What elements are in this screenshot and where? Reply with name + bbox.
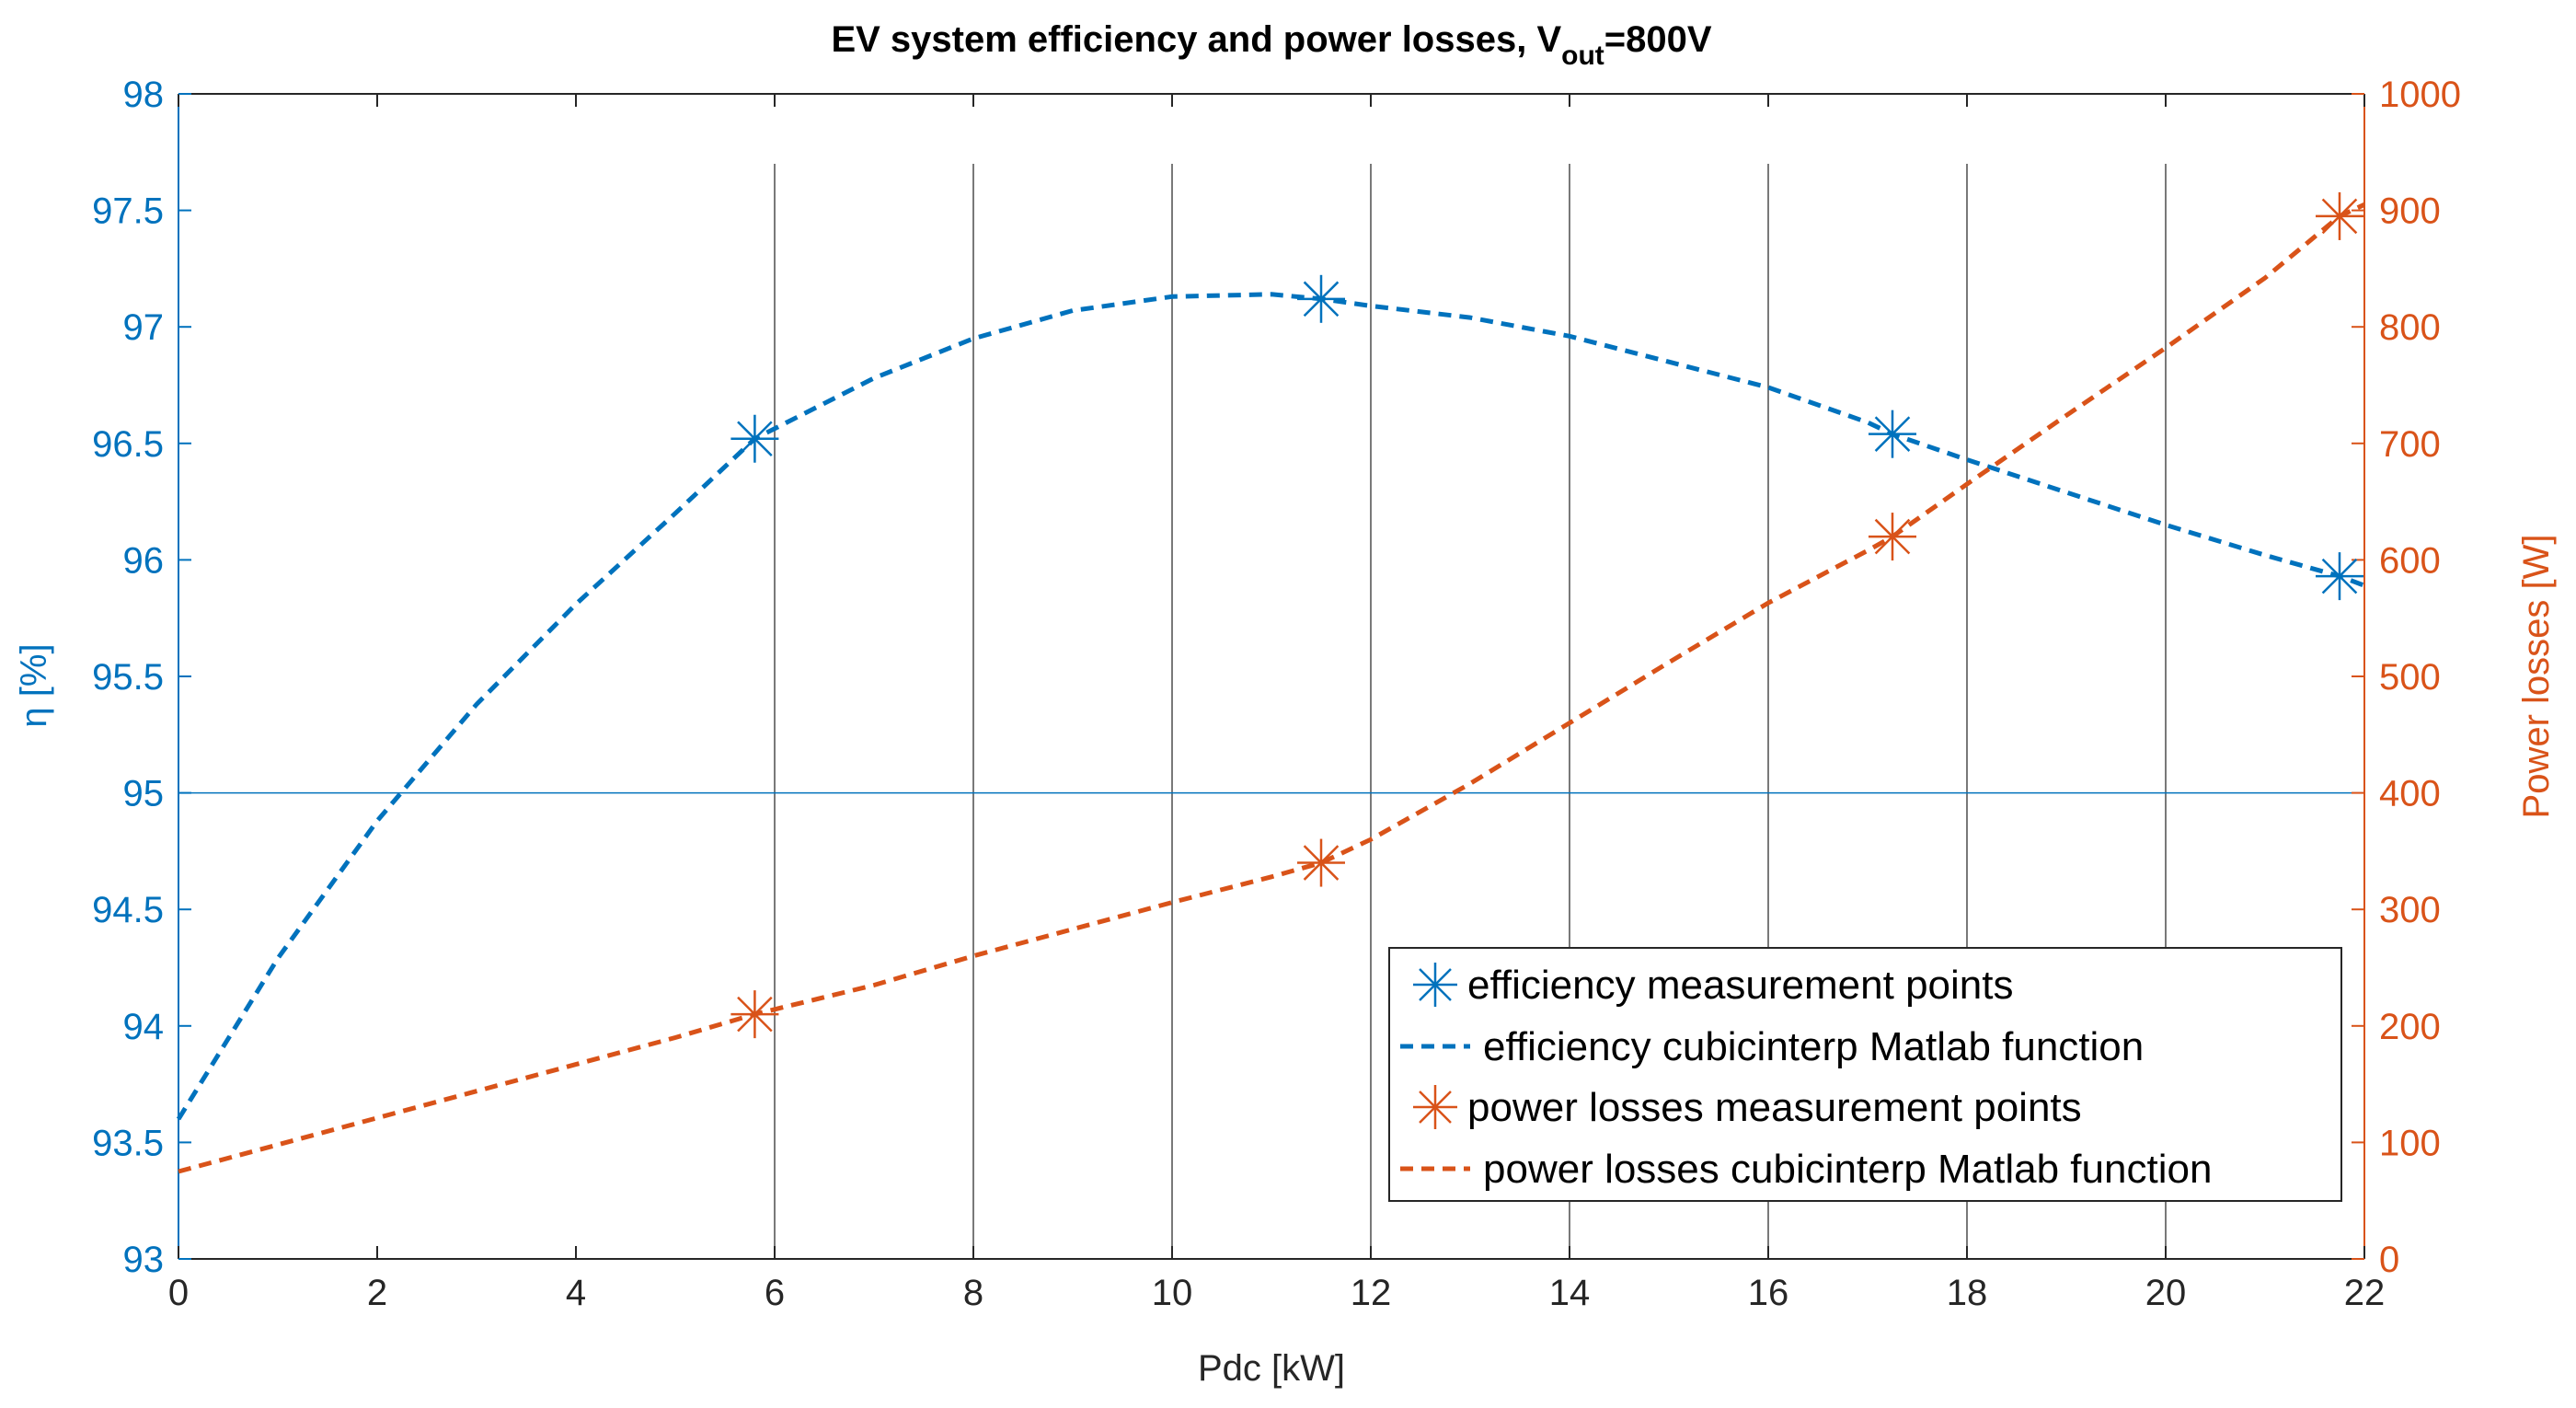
right-y-tick-label: 200 [2379, 1007, 2441, 1047]
left-y-tick-label: 94.5 [92, 890, 164, 930]
left-y-tick-label: 93 [123, 1240, 165, 1280]
x-tick-label: 14 [1549, 1273, 1591, 1313]
right-y-tick-label: 100 [2379, 1123, 2441, 1163]
legend-marker [1413, 1085, 1457, 1129]
left-y-tick-label: 97.5 [92, 191, 164, 232]
x-tick-label: 8 [963, 1273, 983, 1313]
x-ticks: 0 2 4 6 8 10 12 14 16 18 20 22 [168, 94, 2385, 1313]
chart-title-main: EV system efficiency and power losses, V [831, 19, 1561, 60]
right-y-tick-label: 700 [2379, 424, 2441, 465]
right-y-tick-label: 900 [2379, 191, 2441, 232]
left-y-ticks: 93 93.5 94 94.5 95 95.5 96 96.5 97 97.5 98 [92, 75, 191, 1280]
right-y-axis-label: Power losses [W] [2516, 535, 2557, 819]
x-tick-label: 18 [1947, 1273, 1988, 1313]
x-tick-label: 6 [765, 1273, 785, 1313]
left-y-tick-label: 95 [123, 774, 165, 814]
right-y-tick-label: 600 [2379, 540, 2441, 581]
legend: efficiency measurement points efficiency … [1388, 947, 2342, 1202]
left-y-tick-label: 93.5 [92, 1123, 164, 1163]
legend-marker [1413, 963, 1457, 1007]
x-tick-label: 2 [367, 1273, 387, 1313]
right-y-tick-label: 300 [2379, 890, 2441, 930]
series-line-1 [176, 292, 2365, 1121]
left-y-tick-label: 98 [123, 75, 165, 115]
series-line-3 [178, 202, 2366, 1174]
chart-title-suffix: =800V [1604, 19, 1712, 60]
data-point-marker [1297, 838, 1345, 887]
left-y-axis-label: η [%] [14, 643, 54, 727]
grid [178, 163, 2364, 1259]
x-tick-label: 20 [2145, 1273, 2187, 1313]
x-tick-label: 0 [168, 1273, 189, 1313]
legend-entries: efficiency measurement points efficiency … [1400, 963, 2212, 1192]
left-y-tick-label: 96 [123, 540, 165, 581]
right-y-tick-label: 800 [2379, 307, 2441, 348]
right-y-tick-label: 500 [2379, 657, 2441, 698]
legend-box [1388, 947, 2342, 1202]
left-y-tick-label: 95.5 [92, 657, 164, 698]
series-layer [176, 191, 2366, 1174]
legend-label: efficiency measurement points [1467, 963, 2013, 1008]
right-y-tick-label: 1000 [2379, 75, 2461, 115]
right-y-ticks: 0 100 200 300 400 500 600 700 800 900 1000 [2352, 75, 2461, 1280]
right-y-tick-label: 400 [2379, 774, 2441, 814]
left-y-tick-label: 96.5 [92, 424, 164, 465]
legend-label: power losses cubicinterp Matlab function [1483, 1147, 2212, 1192]
left-y-tick-label: 97 [123, 307, 165, 348]
left-y-tick-label: 94 [123, 1007, 165, 1047]
x-tick-label: 10 [1152, 1273, 1193, 1313]
x-tick-label: 22 [2344, 1273, 2386, 1313]
legend-label: efficiency cubicinterp Matlab function [1483, 1024, 2144, 1069]
right-y-tick-label: 0 [2379, 1240, 2399, 1280]
x-tick-label: 16 [1748, 1273, 1789, 1313]
chart-title: EV system efficiency and power losses, V… [831, 19, 1711, 71]
x-tick-label: 12 [1351, 1273, 1392, 1313]
x-axis-label: Pdc [kW] [1198, 1348, 1345, 1389]
chart-title-subscript: out [1561, 40, 1604, 71]
x-tick-label: 4 [566, 1273, 586, 1313]
legend-label: power losses measurement points [1467, 1085, 2082, 1130]
